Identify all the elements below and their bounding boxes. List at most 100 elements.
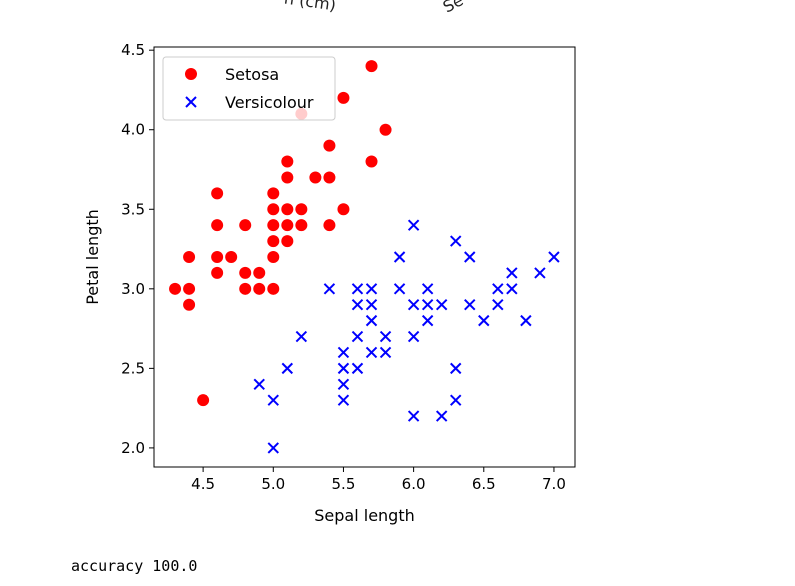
data-point [183, 282, 196, 295]
y-tick-label: 4.0 [121, 121, 145, 139]
legend-marker [185, 96, 197, 108]
data-point [323, 283, 336, 295]
data-point [534, 267, 546, 279]
data-point [464, 299, 476, 311]
data-point [407, 330, 420, 343]
data-point [323, 219, 336, 232]
data-point [365, 314, 378, 327]
data-point [435, 410, 448, 422]
y-axis-label: Petal length [83, 209, 102, 305]
x-tick-label: 7.0 [542, 475, 566, 493]
data-point [351, 299, 364, 311]
data-point [281, 362, 294, 375]
data-point [450, 235, 462, 247]
data-point [492, 299, 504, 311]
data-point [478, 314, 490, 327]
data-point [365, 346, 378, 359]
data-point [421, 299, 434, 311]
data-point [197, 394, 210, 407]
data-point [281, 155, 294, 168]
data-point [267, 219, 280, 232]
data-point [267, 235, 280, 248]
data-point [211, 219, 224, 232]
data-point [183, 298, 196, 311]
versicolour-series [253, 219, 560, 454]
data-point [253, 378, 265, 390]
data-point [464, 251, 476, 263]
data-point [365, 60, 378, 73]
data-point [183, 251, 196, 263]
data-point [379, 330, 392, 343]
accuracy-output: accuracy 100.0 [71, 557, 198, 575]
data-point [407, 410, 420, 422]
data-point [211, 251, 224, 263]
data-point [351, 330, 364, 343]
data-point [351, 283, 364, 295]
data-point [267, 442, 279, 454]
x-tick-label: 6.5 [472, 475, 496, 493]
data-point [253, 266, 266, 279]
data-point [365, 299, 378, 311]
data-point [281, 219, 294, 232]
data-point [225, 251, 238, 263]
data-point [351, 362, 364, 375]
data-point [548, 251, 560, 263]
data-point [323, 139, 336, 152]
setosa-series [169, 60, 392, 407]
data-point [281, 171, 294, 184]
data-point [337, 394, 350, 406]
data-point [281, 235, 294, 248]
data-point [267, 394, 279, 406]
data-point [295, 330, 308, 343]
data-point [421, 314, 434, 327]
legend-label: Setosa [225, 65, 279, 84]
data-point [365, 155, 378, 168]
data-point [365, 283, 378, 295]
data-point [281, 203, 294, 216]
data-point [450, 394, 462, 406]
data-point [267, 251, 280, 263]
data-point [506, 283, 518, 295]
data-point [239, 282, 252, 295]
data-point [337, 378, 350, 390]
data-point [211, 266, 224, 279]
data-point [337, 203, 350, 216]
x-tick-label: 5.0 [261, 475, 285, 493]
y-tick-label: 3.0 [121, 280, 145, 298]
x-tick-label: 4.5 [191, 475, 215, 493]
y-tick-label: 3.5 [121, 200, 145, 218]
y-tick-label: 2.5 [121, 359, 145, 377]
data-point [393, 283, 406, 295]
data-point [421, 283, 434, 295]
data-point [267, 187, 280, 200]
x-tick-label: 6.0 [402, 475, 426, 493]
data-point [295, 203, 308, 216]
y-tick-label: 2.0 [121, 439, 145, 457]
y-tick-label: 4.5 [121, 41, 145, 59]
data-point [492, 283, 504, 295]
legend-box [162, 56, 336, 121]
data-point [435, 299, 448, 311]
data-point [379, 346, 392, 359]
legend-label: Versicolour [225, 93, 314, 112]
data-point [520, 314, 532, 327]
data-point [239, 219, 252, 232]
data-point [309, 171, 322, 184]
data-point [393, 251, 406, 263]
legend: Setosa Versicolour [162, 56, 336, 121]
data-point [450, 362, 462, 375]
data-point [337, 346, 350, 359]
data-point [267, 282, 280, 295]
data-point [407, 299, 420, 311]
data-point [379, 123, 392, 136]
data-point [506, 267, 518, 279]
x-tick-label: 5.5 [332, 475, 356, 493]
data-point [253, 282, 266, 295]
data-point [211, 187, 224, 200]
scatter-chart: 4.5 5.0 5.5 6.0 6.5 7.0 2.0 2.5 3.0 3.5 4.0 4.5 Sepa… [83, 41, 576, 525]
data-point [323, 171, 336, 184]
data-point [337, 91, 350, 104]
data-point [407, 219, 420, 231]
data-point [267, 203, 280, 216]
legend-marker [185, 68, 197, 80]
